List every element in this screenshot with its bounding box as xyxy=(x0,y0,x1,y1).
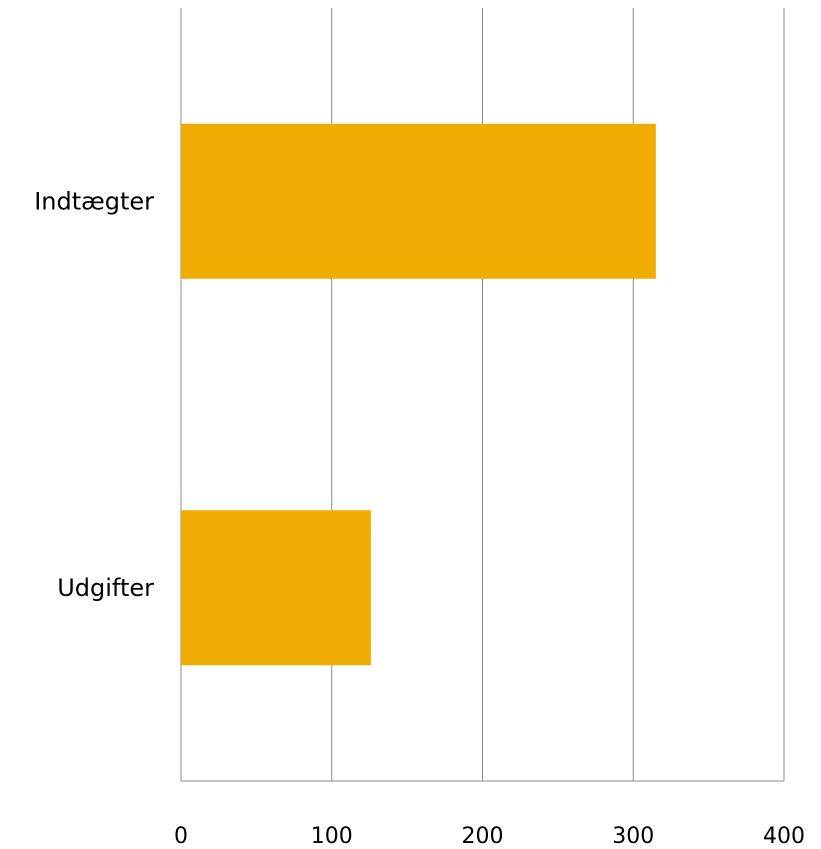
bar-udgifter xyxy=(181,510,371,666)
x-tick-label-200: 200 xyxy=(462,824,504,849)
y-axis-category-labels: Indtægter Udgifter xyxy=(34,187,154,602)
x-axis-tick-labels: 0 100 200 300 400 xyxy=(174,824,805,849)
x-tick-label-0: 0 xyxy=(174,824,188,849)
x-tick-label-400: 400 xyxy=(763,824,805,849)
category-label-indtægter: Indtægter xyxy=(34,187,154,215)
bar-indtægter xyxy=(181,123,656,279)
category-label-udgifter: Udgifter xyxy=(57,574,154,602)
bars xyxy=(181,123,656,666)
x-tick-label-100: 100 xyxy=(311,824,353,849)
x-tick-label-300: 300 xyxy=(612,824,654,849)
